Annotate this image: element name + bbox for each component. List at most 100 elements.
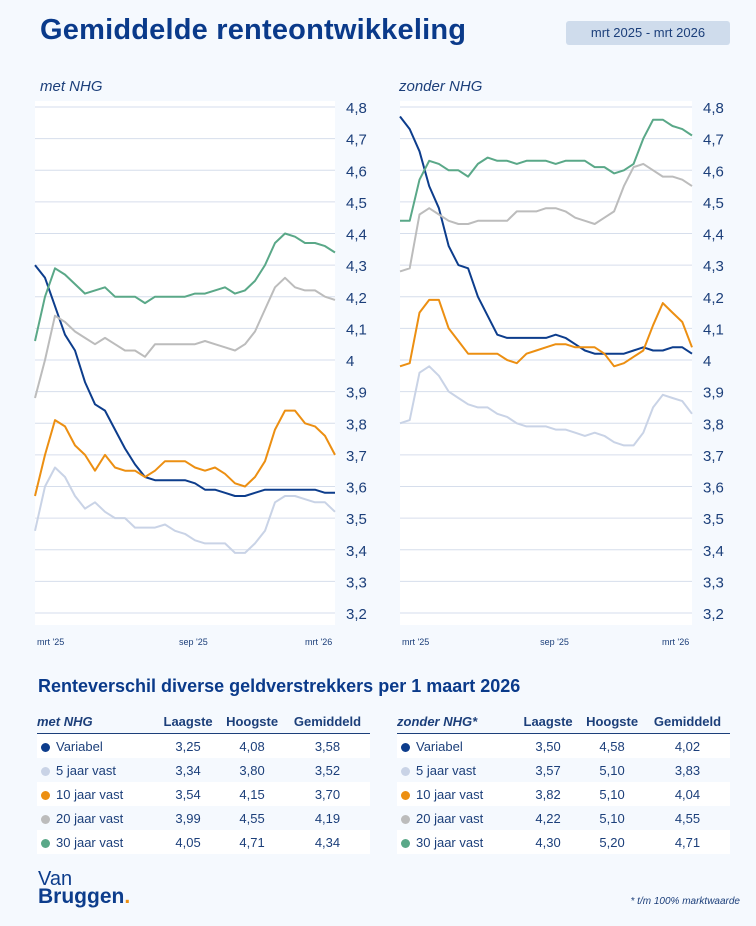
table-label: met NHG (37, 711, 157, 734)
y-tick-label: 4,5 (346, 195, 367, 212)
column-header: Hoogste (579, 711, 645, 734)
legend-dot-icon (41, 742, 50, 752)
y-tick-label: 3,7 (703, 448, 724, 465)
cell-high: 4,71 (219, 830, 285, 854)
cell-low: 4,22 (535, 810, 561, 826)
logo-line1: Van (38, 868, 73, 890)
x-tick-label: sep '25 (179, 637, 208, 647)
y-tick-label: 4,7 (703, 132, 724, 149)
x-tick-label: mrt '25 (402, 637, 429, 647)
legend-dot-icon (401, 742, 410, 752)
cell-low: 3,82 (517, 782, 580, 806)
cell-low: 3,57 (535, 762, 561, 778)
series-line-20-jaar-vast (34, 276, 336, 399)
x-tick-label: mrt '26 (662, 637, 689, 647)
cell-low: 4,30 (517, 830, 580, 854)
plot-area (35, 101, 335, 625)
legend-dot-icon (41, 838, 50, 848)
cell-avg: 4,71 (644, 830, 730, 854)
y-tick-label: 4,8 (346, 100, 367, 117)
footnote: * t/m 100% marktwaarde (630, 896, 741, 907)
y-tick-label: 4,2 (703, 290, 724, 307)
table-row: Variabel 3,50 4,58 4,02 (397, 733, 730, 758)
y-tick-label: 3,9 (703, 385, 724, 402)
y-tick-label: 4,2 (346, 290, 367, 307)
legend-dot-icon (41, 814, 50, 824)
y-tick-label: 3,7 (346, 448, 367, 465)
y-tick-label: 4,6 (703, 163, 724, 180)
chart-met-nhg: 4,8 4,7 4,6 4,5 4,4 4,3 4,2 4,1 4 3,9 3,8 3,7 3,6 3,5… (34, 100, 367, 647)
logo-dot: . (124, 885, 131, 908)
chart-subtitle-met-nhg: met NHG (40, 78, 103, 95)
table-title: Renteverschil diverse geldverstrekkers p… (38, 676, 521, 696)
row-name: 30 jaar vast (56, 834, 124, 850)
cell-high: 5,10 (599, 762, 625, 778)
series-line-variabel (34, 264, 335, 497)
y-tick-label: 4,3 (703, 258, 724, 275)
cell-low: 3,99 (175, 810, 201, 826)
cell-avg: 4,04 (644, 782, 730, 806)
series-line-20-jaar-vast (399, 162, 693, 273)
cell-avg: 4,34 (284, 830, 370, 854)
y-tick-label: 4,4 (346, 227, 367, 244)
y-tick-label: 4,8 (703, 100, 724, 117)
legend-dot-icon (401, 838, 410, 848)
cell-high: 4,08 (219, 733, 285, 758)
cell-high: 5,10 (579, 782, 645, 806)
row-name: 20 jaar vast (56, 810, 124, 826)
cell-low: 3,50 (517, 733, 580, 758)
column-header: Gemiddeld (284, 711, 370, 734)
y-tick-label: 3,6 (346, 480, 367, 497)
cell-avg: 3,83 (674, 762, 701, 778)
column-header: Laagste (157, 711, 220, 734)
y-tick-label: 3,5 (346, 511, 367, 528)
cell-high: 3,80 (239, 762, 265, 778)
row-name: 10 jaar vast (56, 786, 124, 802)
y-tick-label: 4,5 (703, 195, 724, 212)
cell-high: 5,20 (579, 830, 645, 854)
series-line-30-jaar-vast (34, 232, 336, 342)
chart-subtitle-zonder-nhg: zonder NHG (399, 78, 483, 95)
y-tick-label: 3,8 (703, 416, 724, 433)
cell-low: 3,25 (157, 733, 220, 758)
cell-high: 4,15 (219, 782, 285, 806)
y-tick-label: 4,1 (346, 321, 367, 338)
x-tick-label: sep '25 (540, 637, 569, 647)
cell-avg: 4,55 (674, 810, 701, 826)
row-name: 30 jaar vast (416, 834, 484, 850)
y-tick-label: 4,3 (346, 258, 367, 275)
x-tick-label: mrt '25 (37, 637, 64, 647)
table-row: 10 jaar vast 3,54 4,15 3,70 (37, 782, 370, 806)
y-tick-label: 4,1 (703, 321, 724, 338)
y-tick-label: 3,5 (703, 511, 724, 528)
cell-high: 4,55 (239, 810, 265, 826)
van-bruggen-logo: Van Bruggen. (38, 868, 131, 908)
x-tick-label: mrt '26 (305, 637, 332, 647)
y-tick-label: 3,2 (703, 606, 724, 623)
logo-line2: Bruggen (38, 885, 125, 908)
legend-dot-icon (41, 790, 50, 800)
cell-avg: 4,19 (314, 810, 341, 826)
cell-high: 5,10 (599, 810, 625, 826)
table-row: 5 jaar vast 3,57 5,10 3,83 (397, 758, 730, 782)
table-row: 30 jaar vast 4,05 4,71 4,34 (37, 830, 370, 854)
y-tick-label: 3,3 (703, 574, 724, 591)
period-badge: mrt 2025 - mrt 2026 (566, 21, 730, 45)
y-tick-label: 4 (703, 353, 711, 370)
table-row: 20 jaar vast 3,99 4,55 4,19 (37, 806, 370, 830)
row-name: Variabel (416, 738, 463, 754)
legend-dot-icon (401, 790, 410, 800)
table-row: 5 jaar vast 3,34 3,80 3,52 (37, 758, 370, 782)
rates-table-zonder-nhg: zonder NHG* Laagste Hoogste Gemiddeld Variab… (397, 711, 730, 854)
row-name: 5 jaar vast (416, 762, 476, 778)
y-tick-label: 3,8 (346, 416, 367, 433)
rates-table-met-nhg: met NHG Laagste Hoogste Gemiddeld Variabel 3,… (37, 711, 370, 854)
row-name: 5 jaar vast (56, 762, 116, 778)
cell-avg: 3,70 (284, 782, 370, 806)
series-line-5-jaar-vast (399, 365, 693, 447)
y-tick-label: 4,7 (346, 132, 367, 149)
series-line-variabel (399, 115, 693, 355)
series-line-10-jaar-vast (399, 298, 693, 368)
cell-low: 4,05 (157, 830, 220, 854)
table-row: 20 jaar vast 4,22 5,10 4,55 (397, 806, 730, 830)
